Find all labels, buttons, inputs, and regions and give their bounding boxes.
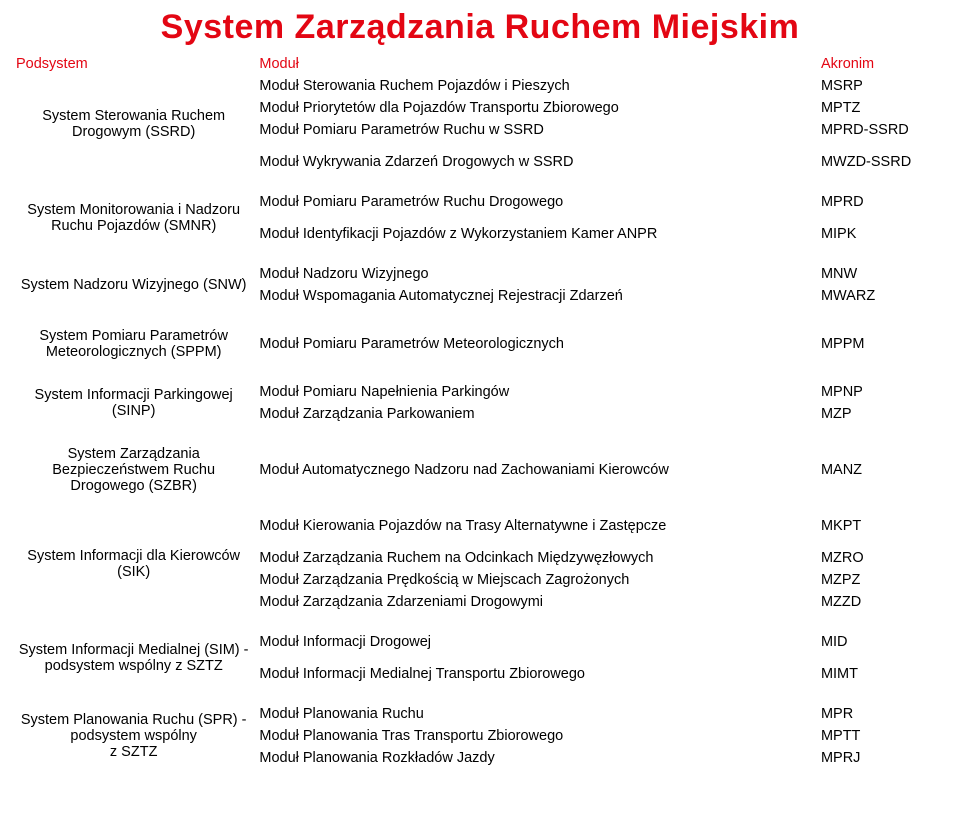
acronym-cell: MZP [817, 403, 948, 425]
module-cell: Moduł Identyfikacji Pojazdów z Wykorzyst… [255, 223, 817, 245]
acronym-cell: MPR [817, 703, 948, 725]
module-cell: Moduł Priorytetów dla Pojazdów Transport… [255, 97, 817, 119]
header-akronim: Akronim [817, 53, 948, 75]
acronym-cell: MPRJ [817, 747, 948, 769]
acronym-cell: MWZD-SSRD [817, 151, 948, 173]
system-cell: System Informacji dla Kierowców (SIK) [12, 515, 255, 613]
system-cell: System Informacji Medialnej (SIM) - pods… [12, 631, 255, 685]
gap-row [12, 685, 948, 703]
header-podsystem: Podsystem [12, 53, 255, 75]
acronym-cell: MKPT [817, 515, 948, 537]
module-cell: Moduł Planowania Rozkładów Jazdy [255, 747, 817, 769]
module-cell: Moduł Nadzoru Wizyjnego [255, 263, 817, 285]
acronym-cell: MPTT [817, 725, 948, 747]
module-cell: Moduł Pomiaru Napełnienia Parkingów [255, 381, 817, 403]
module-cell: Moduł Pomiaru Parametrów Ruchu Drogowego [255, 191, 817, 213]
acronym-cell: MZZD [817, 591, 948, 613]
acronym-cell: MID [817, 631, 948, 653]
acronym-cell: MIPK [817, 223, 948, 245]
module-cell: Moduł Wykrywania Zdarzeń Drogowych w SSR… [255, 151, 817, 173]
system-cell: System Pomiaru Parametrów Meteorologiczn… [12, 325, 255, 363]
system-cell: System Sterowania Ruchem Drogowym (SSRD) [12, 75, 255, 173]
table-row: System Informacji Medialnej (SIM) - pods… [12, 631, 948, 653]
module-cell: Moduł Sterowania Ruchem Pojazdów i Piesz… [255, 75, 817, 97]
module-cell: Moduł Wspomagania Automatycznej Rejestra… [255, 285, 817, 307]
gap-row [12, 613, 948, 631]
header-modul: Moduł [255, 53, 817, 75]
acronym-cell: MPPM [817, 325, 948, 363]
module-cell: Moduł Informacji Drogowej [255, 631, 817, 653]
module-cell: Moduł Zarządzania Zdarzeniami Drogowymi [255, 591, 817, 613]
acronym-cell: MZPZ [817, 569, 948, 591]
table-row: System Planowania Ruchu (SPR) - podsyste… [12, 703, 948, 725]
acronym-cell: MPRD-SSRD [817, 119, 948, 141]
module-cell: Moduł Planowania Tras Transportu Zbiorow… [255, 725, 817, 747]
gap-row [12, 245, 948, 263]
modules-table: PodsystemModułAkronimSystem Sterowania R… [12, 53, 948, 769]
acronym-cell: MNW [817, 263, 948, 285]
gap-row [12, 307, 948, 325]
system-cell: System Informacji Parkingowej (SINP) [12, 381, 255, 425]
acronym-cell: MPRD [817, 191, 948, 213]
system-cell: System Monitorowania i Nadzoru Ruchu Poj… [12, 191, 255, 245]
acronym-cell: MSRP [817, 75, 948, 97]
module-cell: Moduł Planowania Ruchu [255, 703, 817, 725]
module-cell: Moduł Pomiaru Parametrów Ruchu w SSRD [255, 119, 817, 141]
module-cell: Moduł Zarządzania Parkowaniem [255, 403, 817, 425]
module-cell: Moduł Kierowania Pojazdów na Trasy Alter… [255, 515, 817, 537]
table-row: System Informacji dla Kierowców (SIK)Mod… [12, 515, 948, 537]
module-cell: Moduł Informacji Medialnej Transportu Zb… [255, 663, 817, 685]
table-row: System Nadzoru Wizyjnego (SNW)Moduł Nadz… [12, 263, 948, 285]
acronym-cell: MANZ [817, 443, 948, 497]
page-title: System Zarządzania Ruchem Miejskim [12, 8, 948, 47]
table-row: System Sterowania Ruchem Drogowym (SSRD)… [12, 75, 948, 97]
acronym-cell: MPNP [817, 381, 948, 403]
acronym-cell: MWARZ [817, 285, 948, 307]
table-row: System Informacji Parkingowej (SINP)Modu… [12, 381, 948, 403]
acronym-cell: MIMT [817, 663, 948, 685]
gap-row [12, 173, 948, 191]
acronym-cell: MPTZ [817, 97, 948, 119]
module-cell: Moduł Zarządzania Ruchem na Odcinkach Mi… [255, 547, 817, 569]
module-cell: Moduł Pomiaru Parametrów Meteorologiczny… [255, 325, 817, 363]
table-header-row: PodsystemModułAkronim [12, 53, 948, 75]
table-row: System Monitorowania i Nadzoru Ruchu Poj… [12, 191, 948, 213]
system-cell: System Nadzoru Wizyjnego (SNW) [12, 263, 255, 307]
table-row: System Zarządzania Bezpieczeństwem Ruchu… [12, 443, 948, 497]
system-cell: System Planowania Ruchu (SPR) - podsyste… [12, 703, 255, 769]
table-row: System Pomiaru Parametrów Meteorologiczn… [12, 325, 948, 363]
gap-row [12, 425, 948, 443]
gap-row [12, 363, 948, 381]
module-cell: Moduł Zarządzania Prędkością w Miejscach… [255, 569, 817, 591]
acronym-cell: MZRO [817, 547, 948, 569]
system-cell: System Zarządzania Bezpieczeństwem Ruchu… [12, 443, 255, 497]
module-cell: Moduł Automatycznego Nadzoru nad Zachowa… [255, 443, 817, 497]
gap-row [12, 497, 948, 515]
